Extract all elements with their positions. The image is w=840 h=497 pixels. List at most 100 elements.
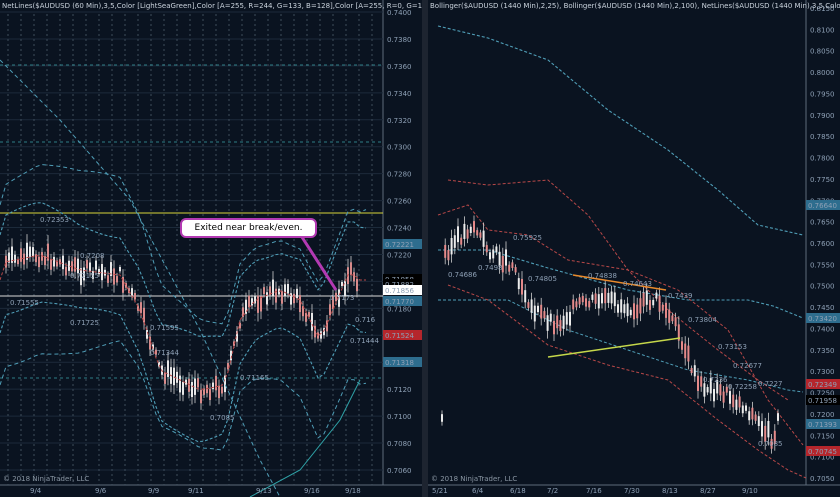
left-bollinger-lower [0, 301, 367, 443]
left-candle-body [47, 243, 49, 261]
right-series-label: 0.75925 [513, 234, 542, 242]
right-candle-body [543, 311, 546, 319]
right-y-tick: 0.7450 [810, 304, 835, 312]
right-candle-body [562, 315, 565, 329]
left-candle-body [293, 293, 295, 304]
left-candle-body [152, 344, 154, 350]
right-y-tick: 0.7750 [810, 176, 835, 184]
right-candle-body [511, 262, 514, 268]
right-candle-body [469, 226, 472, 234]
right-candle-body [572, 299, 575, 310]
left-candle-body [332, 296, 334, 310]
left-y-tick: 0.7240 [387, 225, 412, 233]
left-outer-band-lower [0, 340, 367, 451]
left-candle-body [32, 247, 34, 257]
left-candle-body [299, 295, 301, 313]
right-candle-body [732, 394, 735, 408]
right-outer-band-mid [438, 249, 804, 319]
left-candle-body [182, 381, 184, 395]
left-candle-body [122, 276, 124, 293]
right-x-tick: 8/27 [700, 487, 716, 495]
left-x-tick: 9/6 [95, 487, 107, 495]
right-chart-panel[interactable]: 0.8150 0.8100 0.8050 0.8000 0.7950 0.7900 0.78… [428, 0, 840, 497]
left-x-tick: 9/13 [256, 487, 272, 495]
right-candle-body [549, 313, 552, 322]
left-x-tick: 9/18 [345, 487, 361, 495]
left-candle-body [221, 386, 223, 394]
left-y-tick: 0.7180 [387, 305, 412, 313]
right-y-tick: 0.7900 [810, 112, 835, 120]
right-candle-body [645, 290, 648, 305]
left-series-label: 0.71444 [350, 337, 379, 345]
left-candle-body [194, 378, 196, 395]
right-y-tick: 0.7350 [810, 347, 835, 355]
left-candle-body [191, 382, 193, 397]
right-candle-body [655, 292, 658, 299]
right-candle-body [527, 302, 530, 308]
right-candle-body [620, 299, 623, 313]
right-candle-body [450, 237, 453, 255]
right-candle-body [773, 430, 776, 445]
left-candle-body [239, 322, 241, 329]
right-chart-header: Bollinger($AUDUSD (1440 Min),2,25), Boll… [430, 2, 840, 10]
left-rising-band [249, 379, 361, 497]
left-candle-body [131, 288, 133, 297]
left-candle-body [284, 284, 286, 297]
left-candle-body [242, 307, 244, 317]
left-candle-body [308, 312, 310, 317]
left-candle-body [155, 349, 157, 355]
right-y-tick: 0.7150 [810, 432, 835, 440]
left-chart-panel[interactable]: 0.7400 0.7380 0.7360 0.7340 0.7320 0.7300 0.72… [0, 0, 422, 497]
left-series-label: 0.7208 [80, 252, 105, 260]
left-candle-body [59, 259, 61, 265]
left-candle-body [125, 283, 127, 288]
right-y-tick: 0.7850 [810, 133, 835, 141]
left-candle-body [341, 281, 343, 287]
right-chart-svg[interactable]: 0.8150 0.8100 0.8050 0.8000 0.7950 0.7900 0.78… [428, 0, 840, 497]
right-candle-body [629, 309, 632, 316]
right-y-tick: 0.7050 [810, 475, 835, 483]
right-candle-body [553, 320, 555, 335]
left-candle-body [263, 287, 265, 295]
panel-divider[interactable] [422, 0, 428, 497]
right-candle-body [556, 315, 559, 329]
right-candle-body [617, 304, 619, 313]
left-candle-body [287, 284, 289, 294]
right-candle-body [441, 414, 443, 422]
left-x-tick: 9/9 [148, 487, 159, 495]
left-candle-body [200, 390, 202, 404]
left-candle-body [257, 295, 259, 313]
right-candle-body [559, 320, 562, 332]
left-candle-body [8, 252, 10, 263]
left-candle-body [41, 252, 43, 261]
right-y-tick: 0.7650 [810, 219, 835, 227]
left-candle-body [248, 295, 250, 308]
right-candle-body [770, 438, 773, 449]
left-candle-body [5, 255, 7, 268]
left-candle-body [128, 288, 130, 294]
left-chart-svg[interactable]: 0.7400 0.7380 0.7360 0.7340 0.7320 0.7300 0.72… [0, 0, 422, 497]
right-candle-body [569, 311, 571, 326]
right-x-tick: 8/13 [662, 487, 678, 495]
right-candle-body [463, 223, 466, 239]
right-price-box-label: 0.72349 [808, 381, 837, 389]
right-price-box-label: 0.70745 [808, 448, 837, 456]
right-candle-body [636, 304, 639, 319]
right-candle-body [485, 245, 488, 253]
right-candle-body [745, 405, 747, 411]
left-candle-body [86, 259, 88, 269]
left-candle-body [176, 371, 178, 383]
left-series-label: 0.71344 [150, 349, 179, 357]
right-candle-body [764, 425, 767, 442]
right-support-trendline [547, 337, 681, 358]
right-y-tick: 0.7300 [810, 368, 835, 376]
right-price-box [806, 200, 840, 210]
right-x-tick: 5/21 [432, 487, 448, 495]
right-y-tick: 0.7250 [810, 390, 835, 398]
right-price-box [806, 379, 840, 389]
left-candle-body [107, 275, 109, 283]
left-candle-body [218, 385, 220, 399]
left-candle-body [203, 388, 205, 395]
right-candle-body [729, 391, 731, 404]
left-candle-body [143, 307, 145, 323]
